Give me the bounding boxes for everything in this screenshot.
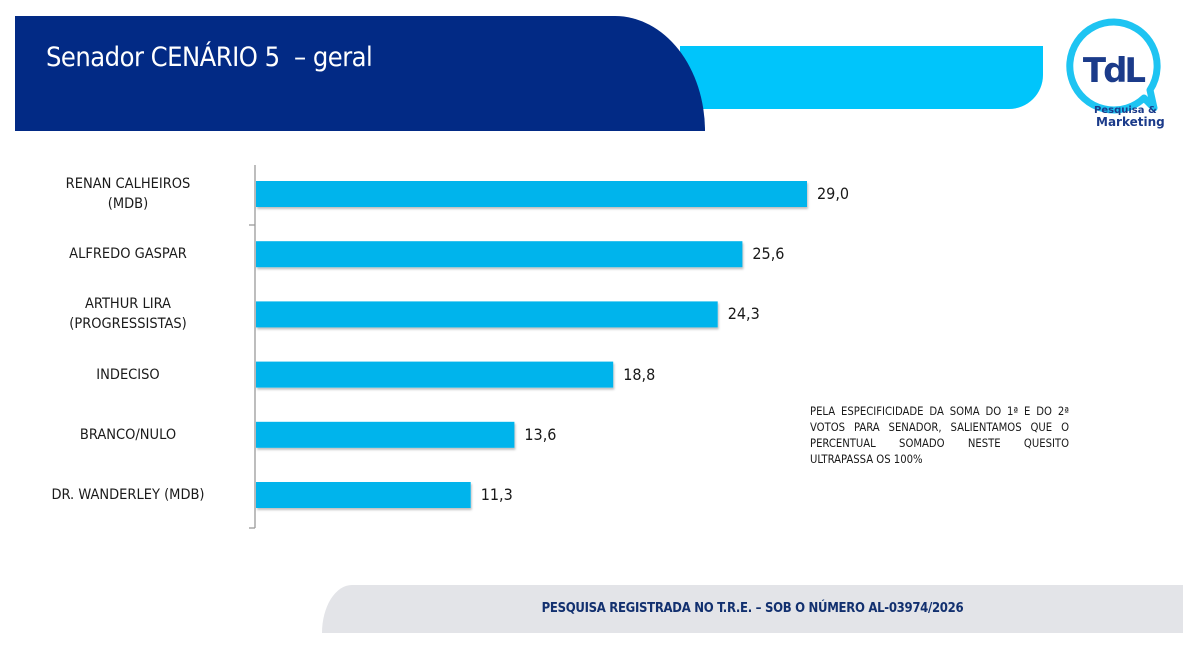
bar: [256, 421, 515, 448]
value-label: 11,3: [480, 485, 513, 504]
value-label: 18,8: [623, 364, 656, 384]
logo-tagline-2: Marketing: [1096, 115, 1165, 129]
bar: [256, 181, 807, 207]
category-label-line: ALFREDO GASPAR: [69, 246, 187, 263]
category-label: DR. WANDERLEY (MDB): [18, 485, 238, 505]
category-label: ALFREDO GASPAR: [18, 244, 238, 264]
logo-mark: TdL: [1083, 51, 1146, 91]
footer-registration-text: PESQUISA REGISTRADA NO T.R.E. – SOB O NÚ…: [541, 601, 964, 616]
category-label-line: ARTHUR LIRA: [85, 296, 171, 313]
category-label: BRANCO/NULO: [18, 425, 238, 445]
footnote-text: PELA ESPECIFICIDADE DA SOMA DO 1ª E DO 2…: [810, 405, 1069, 466]
speech-bubble-logo-icon: TdL: [1066, 18, 1161, 114]
category-label-line: RENAN CALHEIROS: [65, 176, 191, 192]
header-accent-strip: [680, 46, 1043, 109]
category-label: ARTHUR LIRA (PROGRESSISTAS): [18, 294, 238, 334]
value-label: 13,6: [524, 424, 557, 444]
logo-tagline-1: Pesquisa &: [1094, 105, 1157, 116]
bar: [256, 361, 614, 388]
value-label: 25,6: [752, 244, 785, 264]
bar: [256, 241, 743, 268]
category-label-line: DR. WANDERLEY (MDB): [51, 487, 205, 503]
footer-band: [322, 585, 1183, 633]
category-label: RENAN CALHEIROS (MDB): [18, 174, 238, 214]
category-label-line: (MDB): [107, 196, 149, 212]
category-label-line: BRANCO/NULO: [79, 426, 177, 443]
bar: [256, 301, 718, 328]
category-label: INDECISO: [18, 365, 238, 385]
page-title: Senador CENÁRIO 5 – geral: [46, 42, 373, 73]
category-label-line: INDECISO: [96, 366, 160, 383]
header-band: [15, 16, 705, 131]
bar: [256, 482, 471, 508]
category-label-line: (PROGRESSISTAS): [69, 316, 187, 333]
value-label: 29,0: [817, 184, 850, 203]
value-label: 24,3: [727, 304, 760, 324]
